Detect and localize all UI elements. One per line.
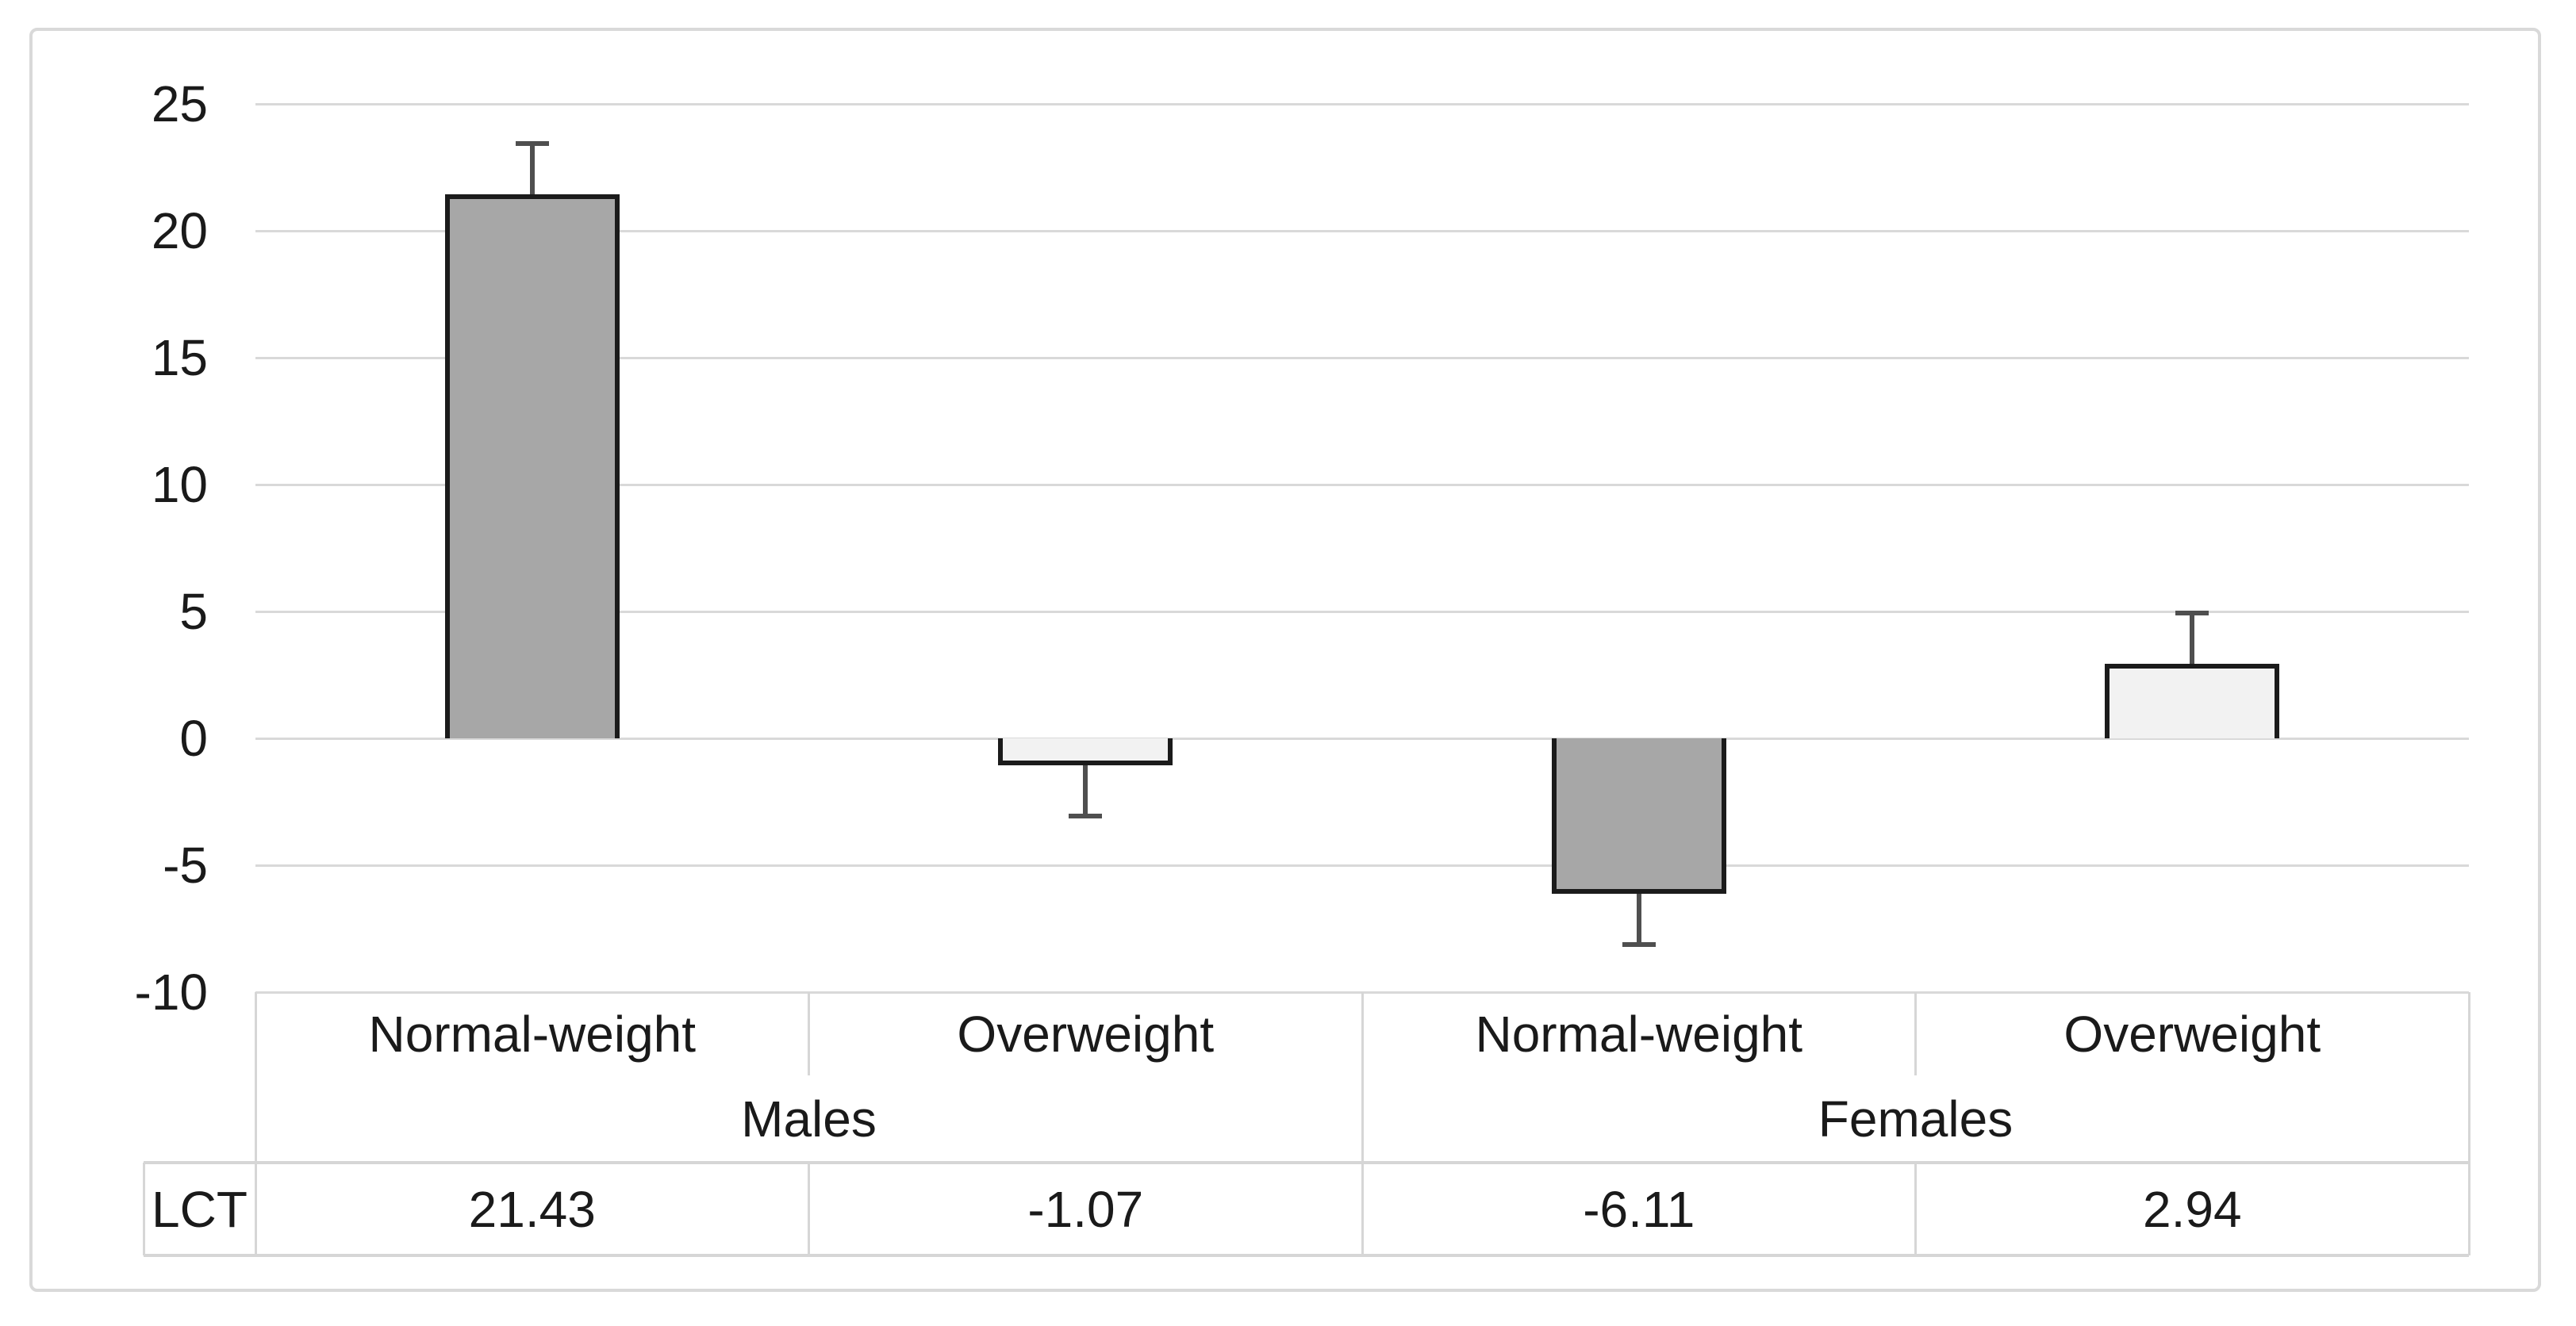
table-border-line — [1361, 992, 1364, 1255]
y-axis-tick-label: 25 — [151, 75, 208, 132]
table-border-line — [808, 1163, 810, 1255]
error-bar-cap — [1069, 814, 1103, 819]
value-cell: -6.11 — [1583, 1180, 1695, 1238]
y-axis-tick-label: 15 — [151, 329, 208, 386]
table-border-line — [1914, 1163, 1917, 1255]
category-label: Normal-weight — [368, 1005, 697, 1063]
error-bar-cap — [515, 141, 549, 147]
y-axis-tick-label: 10 — [151, 456, 208, 513]
table-border-line — [142, 1163, 145, 1255]
y-axis-tick-label: -10 — [134, 964, 209, 1021]
y-axis-tick-label: -5 — [163, 837, 208, 894]
gridline — [255, 864, 2469, 867]
bar-males-normal-weight — [444, 194, 620, 738]
category-label: Overweight — [957, 1005, 1215, 1063]
gridline — [255, 102, 2469, 105]
gridline — [255, 356, 2469, 359]
y-axis-tick-label: 20 — [151, 202, 208, 259]
value-cell: 2.94 — [2142, 1180, 2242, 1238]
bar-females-overweight — [2105, 663, 2280, 738]
y-axis-tick-label: 0 — [179, 710, 208, 767]
gridline — [255, 483, 2469, 486]
bar-females-normal-weight — [1551, 738, 1726, 894]
series-row-header: LCT — [152, 1180, 248, 1238]
gridline — [255, 737, 2469, 740]
category-label: Normal-weight — [1475, 1005, 1803, 1063]
error-bar-cap — [1622, 941, 1656, 947]
category-label: Overweight — [2063, 1005, 2321, 1063]
y-axis-tick-label: 5 — [179, 583, 208, 640]
table-border-line — [144, 1161, 2469, 1164]
error-bar-stem — [1083, 765, 1088, 817]
table-border-line — [254, 992, 257, 1255]
group-label-females: Females — [1818, 1090, 2014, 1148]
table-border-line — [144, 1254, 2469, 1257]
error-bar-cap — [2175, 610, 2209, 615]
error-bar-stem — [2190, 612, 2195, 664]
gridline — [255, 610, 2469, 613]
gridline — [255, 229, 2469, 232]
table-border-line — [2467, 992, 2470, 1255]
group-label-males: Males — [741, 1090, 877, 1148]
value-cell: 21.43 — [468, 1180, 596, 1238]
table-border-line — [1914, 992, 1917, 1075]
bar-males-overweight — [998, 738, 1173, 766]
error-bar-stem — [529, 144, 535, 195]
error-bar-stem — [1636, 893, 1641, 945]
table-border-line — [808, 992, 810, 1075]
value-cell: -1.07 — [1027, 1180, 1144, 1238]
